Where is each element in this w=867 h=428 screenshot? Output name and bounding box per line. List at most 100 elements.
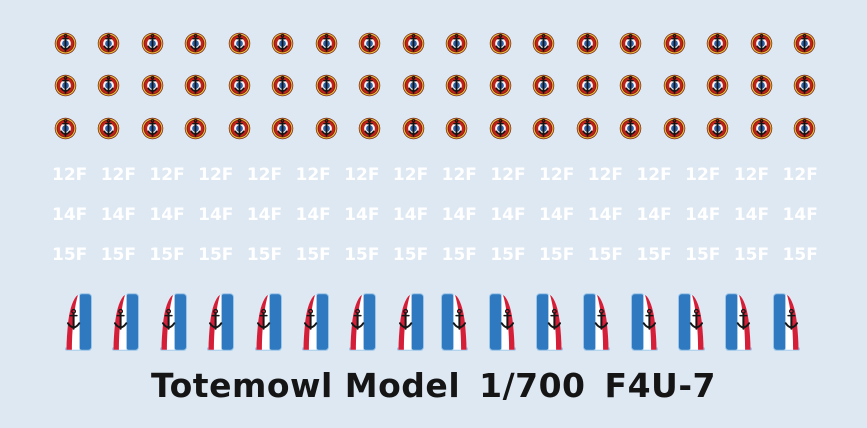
- anchor-icon: [209, 308, 223, 330]
- naval-roundel: [706, 74, 729, 97]
- squadron-code-14f: 14F: [392, 205, 429, 225]
- roundel-row-3: [54, 117, 816, 140]
- fin-flash-mirrored: [630, 293, 658, 351]
- anchor-icon: [321, 33, 332, 52]
- anchor-icon: [451, 33, 462, 52]
- squadron-code-14f: 14F: [587, 205, 624, 225]
- naval-roundel: [532, 117, 555, 140]
- squadron-code-14f: 14F: [149, 205, 185, 225]
- fin-flash: [301, 293, 329, 351]
- squadron-code-row-14f: 14F 14F 14F 14F 14F 14F 14F 14F 14F 14F 14F 14F 14F 1…: [52, 205, 818, 225]
- fin-flash: [159, 293, 187, 351]
- naval-roundel: [402, 117, 424, 140]
- roundel-row-1: [54, 32, 816, 55]
- squadron-code-12f: 12F: [246, 165, 283, 185]
- anchor-icon: [799, 118, 810, 137]
- squadron-code-14f: 14F: [100, 205, 136, 225]
- naval-roundel: [576, 74, 598, 97]
- squadron-code-14f: 14F: [295, 205, 331, 225]
- anchor-icon: [451, 75, 462, 94]
- squadron-code-14f: 14F: [344, 205, 380, 225]
- anchor-icon: [147, 118, 158, 137]
- anchor-icon: [303, 308, 318, 330]
- naval-roundel: [489, 117, 511, 140]
- naval-roundel: [793, 32, 816, 55]
- anchor-icon: [799, 33, 810, 52]
- squadron-code-12f: 12F: [149, 165, 185, 185]
- fin-flash: [65, 293, 92, 351]
- squadron-code-15f: 15F: [100, 245, 136, 265]
- squadron-code-row-12f: 12F 12F 12F 12F 12F 12F 12F 12F 12F 12F 12F 12F 12F 1…: [52, 165, 818, 185]
- naval-roundel: [228, 117, 251, 140]
- squadron-code-15f: 15F: [490, 245, 526, 265]
- anchor-icon: [755, 75, 767, 94]
- naval-roundel: [619, 117, 642, 140]
- naval-roundel: [663, 32, 685, 55]
- naval-roundel: [359, 74, 381, 97]
- naval-roundel: [54, 117, 77, 140]
- naval-roundel: [445, 74, 468, 97]
- naval-roundel: [445, 32, 468, 55]
- naval-roundel: [489, 32, 511, 55]
- squadron-code-15f: 15F: [685, 245, 721, 265]
- squadron-code-12f: 12F: [295, 165, 331, 185]
- naval-roundel: [272, 32, 294, 55]
- squadron-code-12f: 12F: [782, 165, 818, 185]
- squadron-code-15f: 15F: [539, 245, 575, 265]
- anchor-icon: [755, 118, 767, 137]
- squadron-code-14f: 14F: [52, 205, 88, 225]
- anchor-icon: [234, 33, 245, 52]
- anchor-icon: [364, 33, 375, 52]
- squadron-code-12f: 12F: [490, 165, 526, 185]
- naval-roundel: [54, 32, 77, 55]
- fin-flash-row: [62, 293, 803, 351]
- naval-roundel: [185, 32, 207, 55]
- anchor-icon: [669, 75, 680, 94]
- anchor-icon: [669, 33, 680, 52]
- squadron-code-14f: 14F: [685, 205, 721, 225]
- anchor-icon: [277, 118, 288, 137]
- naval-roundel: [98, 117, 120, 140]
- naval-roundel: [750, 32, 772, 55]
- squadron-code-15f: 15F: [782, 245, 818, 265]
- fin-flash: [349, 293, 377, 351]
- naval-roundel: [402, 32, 424, 55]
- fin-flash-mirrored: [725, 293, 753, 351]
- anchor-icon: [351, 308, 365, 330]
- anchor-icon: [538, 118, 549, 137]
- naval-roundel: [532, 74, 555, 97]
- naval-roundel: [54, 74, 77, 97]
- anchor-icon: [321, 118, 332, 137]
- anchor-icon: [364, 75, 375, 94]
- anchor-icon: [582, 118, 593, 137]
- anchor-icon: [452, 308, 467, 330]
- naval-roundel: [619, 32, 642, 55]
- squadron-code-15f: 15F: [344, 245, 380, 265]
- fin-flash-mirrored: [441, 293, 469, 351]
- anchor-icon: [642, 308, 656, 330]
- anchor-icon: [256, 308, 270, 330]
- anchor-icon: [161, 308, 176, 330]
- anchor-icon: [103, 118, 114, 137]
- anchor-icon: [408, 75, 419, 94]
- fin-flash: [207, 293, 235, 351]
- fin-flash: [254, 293, 282, 351]
- squadron-code-14f: 14F: [782, 205, 818, 225]
- naval-roundel: [402, 74, 424, 97]
- naval-roundel: [228, 74, 251, 97]
- squadron-code-14f: 14F: [636, 205, 672, 225]
- naval-roundel: [663, 74, 685, 97]
- naval-roundel: [750, 117, 772, 140]
- anchor-icon: [689, 308, 704, 330]
- anchor-icon: [495, 33, 506, 52]
- squadron-code-15f: 15F: [392, 245, 429, 265]
- anchor-icon: [755, 33, 767, 52]
- naval-roundel: [141, 117, 164, 140]
- anchor-icon: [495, 75, 506, 94]
- fin-flash-mirrored: [583, 293, 611, 351]
- naval-roundel: [663, 117, 685, 140]
- squadron-code-12f: 12F: [52, 165, 88, 185]
- squadron-code-12f: 12F: [685, 165, 721, 185]
- naval-roundel: [228, 32, 251, 55]
